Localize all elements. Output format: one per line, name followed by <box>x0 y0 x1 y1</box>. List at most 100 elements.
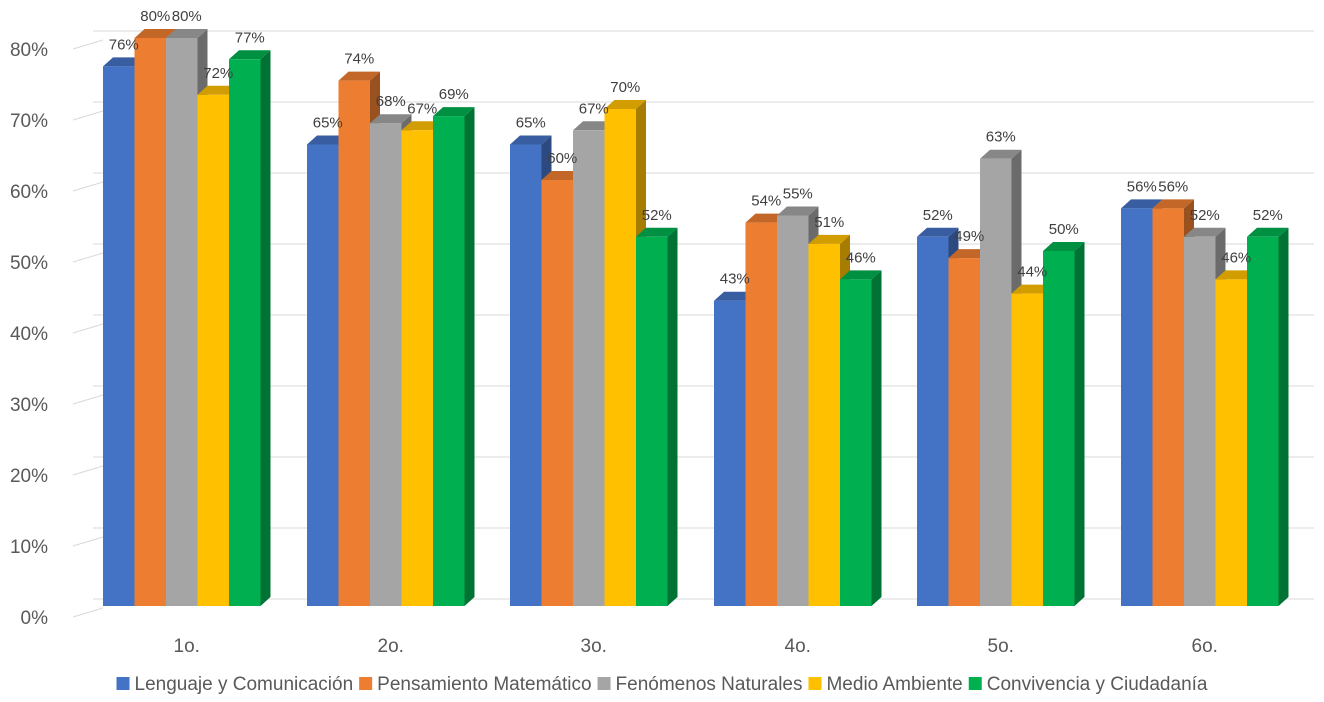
data-label: 51% <box>814 214 844 231</box>
y-tick-label: 40% <box>10 324 48 345</box>
data-label: 67% <box>407 100 437 117</box>
legend-item: Pensamiento Matemático <box>359 674 592 695</box>
data-label: 80% <box>140 8 170 25</box>
bar-side <box>871 270 882 606</box>
bar-front <box>433 116 465 606</box>
bar-front <box>948 258 980 606</box>
data-label: 56% <box>1127 178 1157 195</box>
bar-front <box>714 300 746 606</box>
bar-front <box>103 66 135 606</box>
bar-top <box>166 29 208 38</box>
bar-top <box>917 227 959 237</box>
bar-side <box>260 50 271 607</box>
legend-swatch <box>968 677 982 690</box>
gridline-side <box>72 323 104 334</box>
legend-item: Lenguaje y Comunicación <box>116 674 354 695</box>
data-label: 68% <box>376 93 406 110</box>
legend-label: Pensamiento Matemático <box>377 674 591 695</box>
bar-top <box>134 29 176 38</box>
bar-top <box>745 213 787 223</box>
bar-front <box>1121 208 1153 606</box>
legend-label: Fenómenos Naturales <box>616 674 803 695</box>
legend-swatch <box>359 677 373 690</box>
bar-front <box>1247 236 1279 607</box>
bar-front <box>229 59 261 607</box>
data-label: 52% <box>1253 207 1283 224</box>
y-tick-label: 50% <box>10 253 48 274</box>
bar-top <box>714 291 756 301</box>
data-label: 49% <box>954 228 984 245</box>
legend-swatch <box>597 677 611 690</box>
bar-front <box>808 243 840 606</box>
data-label: 65% <box>516 115 546 132</box>
gridline-side <box>72 536 104 547</box>
data-label: 65% <box>313 115 343 132</box>
y-tick-label: 0% <box>21 608 49 629</box>
bar-front <box>980 158 1012 606</box>
bar-front <box>917 236 949 607</box>
bar-front <box>573 130 605 607</box>
bar-top <box>1121 199 1163 209</box>
bar-front <box>777 215 809 606</box>
bar-front <box>1011 293 1043 606</box>
bar-top <box>777 206 819 216</box>
bar-front <box>1043 251 1075 606</box>
legend-label: Convivencia y Ciudadanía <box>987 674 1208 695</box>
bar-top <box>1043 242 1085 251</box>
bar-front <box>1215 279 1247 606</box>
data-label: 72% <box>203 65 233 82</box>
bar-front <box>401 130 433 607</box>
bar-top <box>808 234 850 244</box>
bar-front <box>604 109 636 606</box>
gridline-side <box>72 465 104 476</box>
x-tick-label: 4o. <box>785 636 811 657</box>
bar-top <box>541 171 583 180</box>
legend-label: Lenguaje y Comunicación <box>135 674 354 695</box>
legend-item: Medio Ambiente <box>808 674 963 695</box>
data-label: 76% <box>109 36 139 53</box>
bar-top <box>573 121 615 131</box>
bar-top <box>370 114 412 124</box>
legend: Lenguaje y Comunicación Pensamiento Matem… <box>116 674 1208 695</box>
bar-front <box>1152 208 1184 606</box>
x-tick-label: 6o. <box>1192 636 1218 657</box>
bar-front <box>510 144 542 606</box>
legend-item: Fenómenos Naturales <box>597 674 803 695</box>
bar-front <box>541 180 573 606</box>
gridline-side <box>72 394 104 405</box>
bar <box>636 227 678 607</box>
data-label: 52% <box>1190 207 1220 224</box>
bar-front <box>840 279 872 606</box>
bar-side <box>1074 242 1085 606</box>
y-tick-label: 70% <box>10 111 48 132</box>
data-labels: 76%80% 80%72%77%65%74%68% 67%69%65%60%67%7… <box>109 8 1283 288</box>
bar-front <box>134 38 166 606</box>
gridline-side <box>72 252 104 263</box>
bar <box>433 107 475 606</box>
bar-front <box>1184 236 1216 607</box>
bar-front <box>307 144 339 606</box>
x-tick-label: 1o. <box>174 636 200 657</box>
y-tick-label: 20% <box>10 466 48 487</box>
y-tick-label: 30% <box>10 395 48 416</box>
data-label: 54% <box>751 193 781 210</box>
bar-front <box>197 94 229 607</box>
bar-top <box>1247 227 1289 237</box>
bar-top <box>1215 270 1257 280</box>
y-tick-label: 10% <box>10 537 48 558</box>
x-tick-label: 3o. <box>581 636 607 657</box>
bar-top <box>1184 227 1226 237</box>
bar-top <box>229 50 271 60</box>
bar-front <box>745 222 777 606</box>
bar <box>229 50 271 607</box>
legend-label: Medio Ambiente <box>826 674 962 695</box>
bar-top <box>510 135 552 145</box>
bar-top <box>948 249 990 259</box>
bar-top <box>197 85 239 95</box>
y-axis-tick-labels: 0% 10% 20% 30% 40% 50% 60% 70% 80% <box>10 40 48 629</box>
bar-top <box>1011 284 1053 294</box>
bar-side <box>464 107 475 606</box>
y-tick-label: 60% <box>10 182 48 203</box>
bar-front <box>166 38 198 606</box>
